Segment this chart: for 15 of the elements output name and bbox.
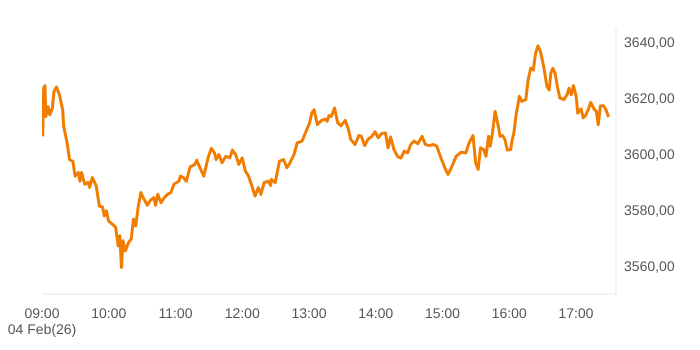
y-tick-label: 3560,00 [624,258,675,274]
x-tick-label: 15:00 [424,305,460,321]
x-tick-label: 11:00 [158,305,193,321]
y-tick-label: 3620,00 [624,90,675,106]
x-tick-label: 14:00 [358,305,394,321]
x-tick-label: 17:00 [558,305,594,321]
x-tick-label: 10:00 [91,305,126,321]
line-series [42,44,610,269]
x-tick-label: 13:00 [291,305,327,321]
x-tick-label: 16:00 [492,305,527,321]
y-tick-label: 3640,00 [624,34,675,50]
y-tick-label: 3600,00 [624,146,675,162]
y-tick-label: 3580,00 [624,202,675,218]
x-tick-label: 09:00 04 Feb(26) [8,305,76,337]
x-tick-label: 12:00 [224,305,260,321]
